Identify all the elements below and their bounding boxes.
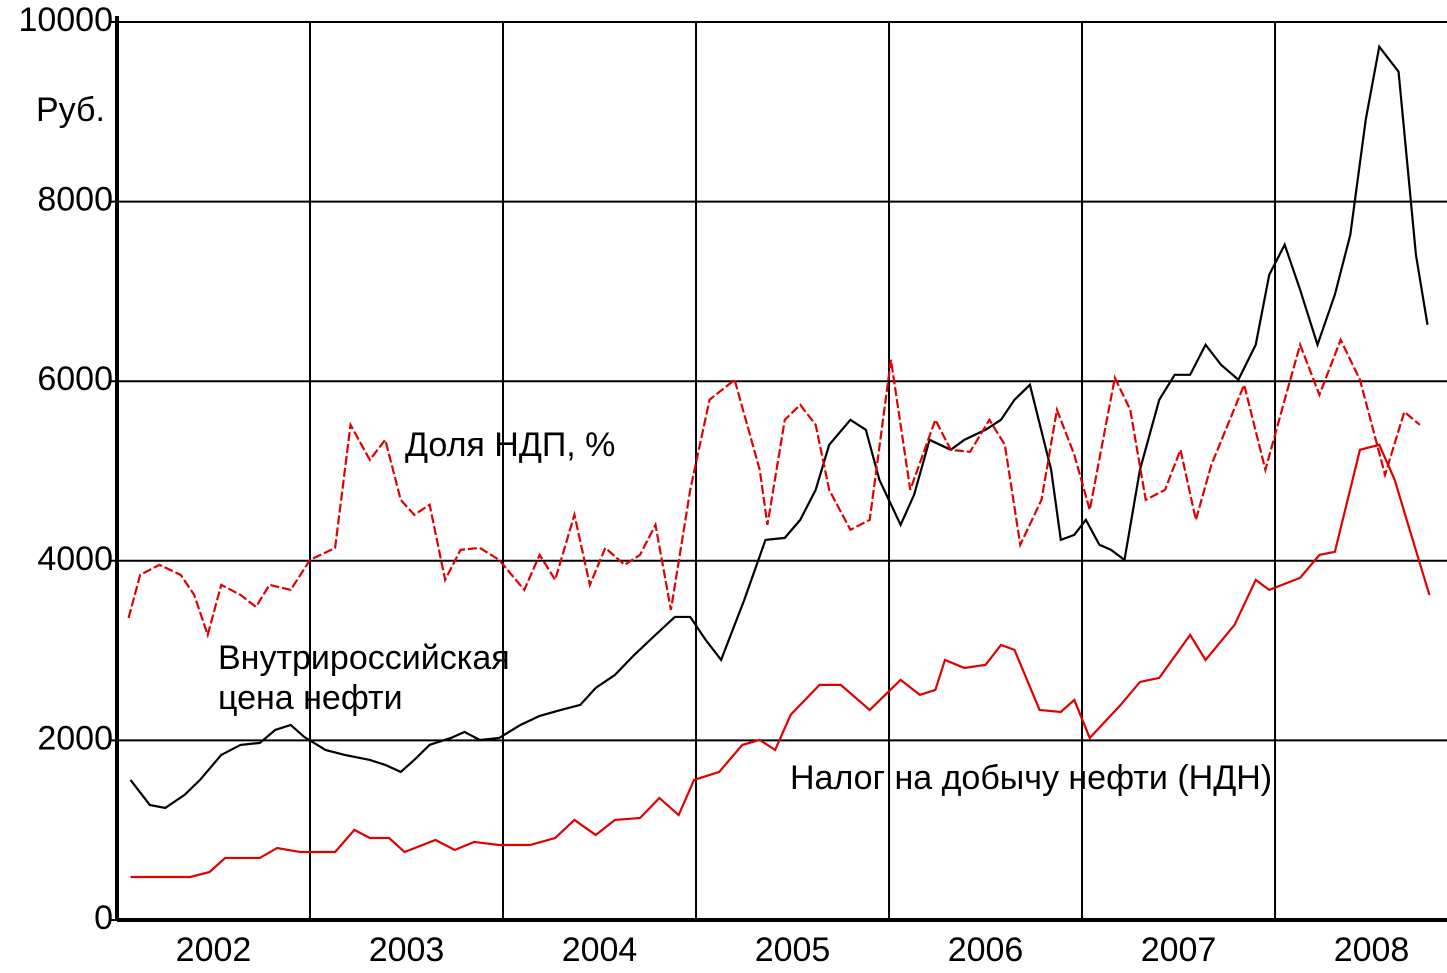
annotation: цена нефти [218, 679, 403, 717]
y-tick-label: 10000 [18, 1, 113, 39]
y-tick-label: 0 [94, 899, 113, 937]
y-tick-label: 6000 [37, 360, 113, 398]
annotation: Внутрироссийская [218, 639, 510, 677]
x-tick-label: 2003 [369, 931, 445, 969]
data-line [130, 443, 1431, 879]
data-line [127, 337, 1421, 639]
y-tick-label: 2000 [37, 719, 113, 757]
x-tick-label: 2005 [755, 931, 831, 969]
data-line [129, 44, 1429, 810]
y-tick-label: 8000 [37, 181, 113, 219]
annotation: Доля НДП, % [405, 426, 615, 464]
x-tick-label: 2008 [1334, 931, 1410, 969]
y-axis-label: Руб. [36, 91, 105, 129]
x-tick-label: 2006 [948, 931, 1024, 969]
annotation: Налог на добычу нефти (НДН) [790, 759, 1272, 797]
x-tick-label: 2007 [1141, 931, 1217, 969]
x-tick-label: 2004 [562, 931, 638, 969]
x-tick-label: 2002 [176, 931, 252, 969]
y-tick-label: 4000 [37, 540, 113, 578]
